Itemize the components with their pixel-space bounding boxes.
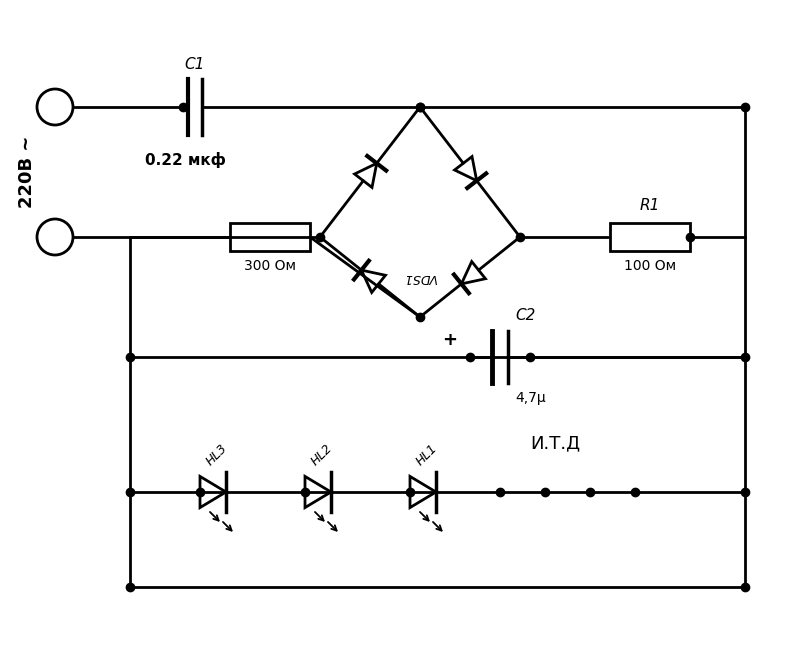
Text: R1: R1 [640,198,660,213]
Text: 220В ~: 220В ~ [18,136,36,208]
Text: 100 Ом: 100 Ом [624,259,676,273]
Text: 300 Ом: 300 Ом [244,259,296,273]
Text: HL2: HL2 [309,442,335,468]
Bar [610,223,690,251]
Text: C2: C2 [515,308,535,323]
Text: 0.22 мкф: 0.22 мкф [145,152,226,168]
Text: И.Т.Д: И.Т.Д [530,434,580,452]
Text: +: + [442,331,458,349]
Text: HL1: HL1 [414,442,441,468]
Text: 4,7μ: 4,7μ [515,391,546,405]
Text: C1: C1 [185,57,205,72]
Bar [230,223,310,251]
Text: HL3: HL3 [204,442,230,468]
Text: VDS1: VDS1 [403,271,437,283]
